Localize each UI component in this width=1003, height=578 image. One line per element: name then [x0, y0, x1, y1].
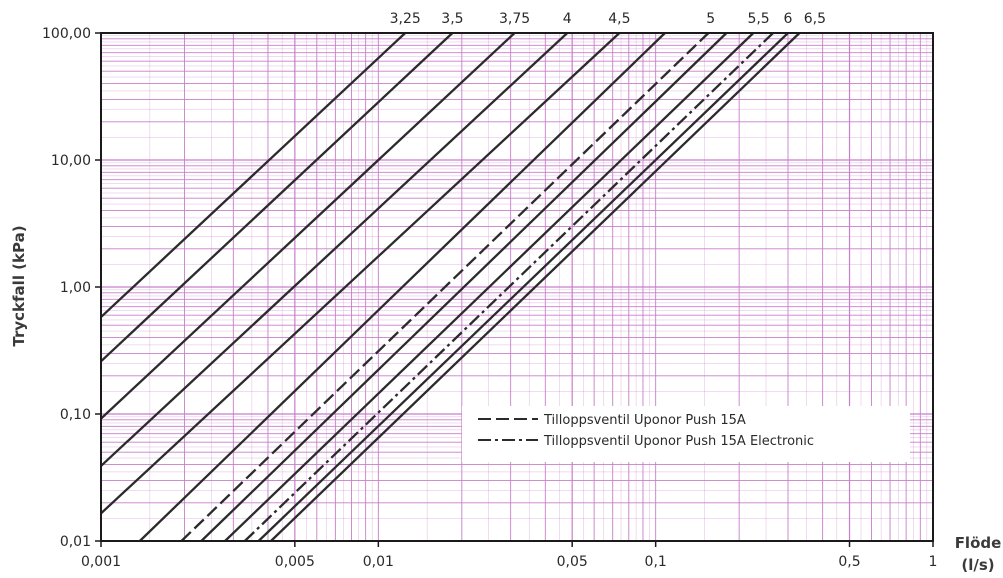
curve-label: 6 [784, 11, 793, 27]
x-axis-title-line-2: (l/s) [961, 556, 994, 574]
curve-label: 3,75 [499, 11, 530, 27]
series-line-12 [270, 32, 801, 542]
curve-label: 6,5 [804, 11, 826, 27]
y-tick-label: 1,00 [60, 280, 91, 296]
grid [101, 33, 933, 541]
series-line-4 [100, 32, 569, 467]
x-tick-label: 0,05 [557, 554, 588, 570]
series-line-1 [100, 32, 406, 318]
curve-label: 3,5 [441, 11, 463, 27]
x-tick-label: 0,1 [645, 554, 667, 570]
curve-label: 4,5 [608, 11, 630, 27]
series-line-11 [257, 32, 789, 542]
series-line-9 [224, 32, 755, 542]
y-tick-label: 10,00 [51, 153, 91, 169]
x-tick-label: 0,01 [363, 554, 394, 570]
series-line-5 [100, 32, 621, 515]
legend-label-push-15a-electronic: Tilloppsventil Uponor Push 15A Electroni… [543, 434, 814, 449]
curve-label: 4 [563, 11, 572, 27]
x-axis-ticks: 0,001 0,005 0,01 0,05 0,1 0,5 1 [81, 541, 938, 570]
curve-labels: 3,25 3,5 3,75 4 4,5 5 5,5 6 6,5 [390, 11, 826, 27]
series-line-3 [100, 32, 516, 420]
x-tick-label: 0,5 [838, 554, 860, 570]
legend: Tilloppsventil Uponor Push 15A Tilloppsv… [462, 406, 910, 462]
y-axis-title: Tryckfall (kPa) [10, 225, 28, 346]
y-tick-label: 0,01 [60, 534, 91, 550]
legend-box [462, 406, 910, 462]
series-line-2 [100, 32, 454, 363]
x-tick-label: 1 [929, 554, 938, 570]
curve-label: 5 [706, 11, 715, 27]
x-tick-label: 0,001 [81, 554, 121, 570]
legend-label-push-15a: Tilloppsventil Uponor Push 15A [543, 413, 746, 428]
curve-label: 3,25 [390, 11, 421, 27]
series-line-8 [200, 32, 728, 542]
y-tick-label: 100,00 [42, 26, 91, 42]
y-tick-label: 0,10 [60, 407, 91, 423]
curve-label: 5,5 [747, 11, 769, 27]
series-line-10 [244, 32, 774, 542]
x-tick-label: 0,005 [275, 554, 315, 570]
y-axis-ticks: 0,01 0,10 1,00 10,00 100,00 [42, 26, 101, 550]
x-axis-title-line-1: Flöde [955, 534, 1002, 552]
series-line-6 [138, 32, 666, 542]
series-lines [100, 32, 801, 542]
series-line-7 [180, 32, 710, 542]
